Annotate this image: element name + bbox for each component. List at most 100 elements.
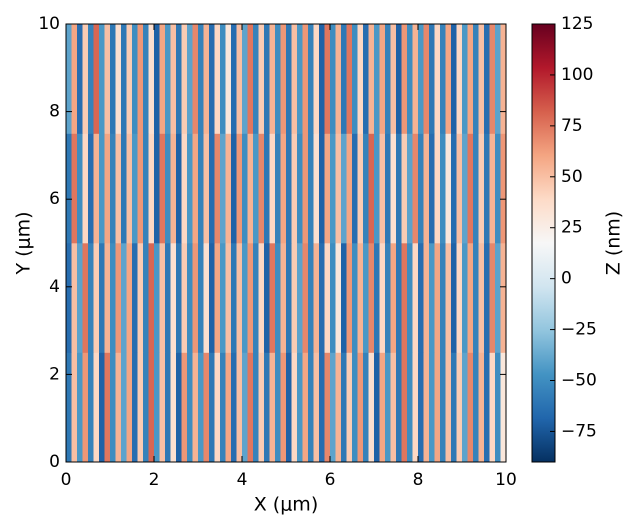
heatmap-cell bbox=[489, 243, 496, 353]
heatmap-cell bbox=[434, 352, 441, 463]
heatmap-cell bbox=[225, 243, 232, 353]
heatmap-cell bbox=[440, 24, 446, 134]
heatmap-cell bbox=[286, 352, 292, 463]
y-tick-label: 4 bbox=[49, 277, 60, 297]
heatmap-cell bbox=[412, 133, 419, 244]
heatmap-cell bbox=[192, 133, 199, 244]
heatmap-cell bbox=[462, 24, 468, 134]
heatmap-cell bbox=[137, 133, 144, 244]
heatmap-cell bbox=[374, 352, 380, 463]
heatmap-cell bbox=[115, 352, 122, 463]
heatmap-cell bbox=[264, 352, 270, 463]
heatmap-cell bbox=[258, 133, 265, 244]
heatmap-cell bbox=[170, 133, 177, 244]
heatmap-cell bbox=[357, 352, 364, 463]
heatmap-cell bbox=[313, 133, 320, 244]
heatmap-cell bbox=[374, 24, 380, 134]
heatmap-cell bbox=[330, 352, 336, 463]
heatmap-cell bbox=[231, 133, 237, 244]
heatmap-cell bbox=[385, 133, 391, 244]
heatmap-cell bbox=[143, 352, 149, 463]
heatmap-cell bbox=[286, 243, 292, 353]
heatmap-cell bbox=[104, 243, 111, 353]
heatmap-cell bbox=[368, 243, 375, 353]
heatmap-cell bbox=[82, 24, 89, 134]
heatmap-cell bbox=[137, 24, 144, 134]
colorbar-tick-label: 0 bbox=[561, 269, 572, 289]
heatmap-cell bbox=[181, 24, 188, 134]
heatmap-cell bbox=[341, 24, 347, 134]
heatmap-cell bbox=[495, 133, 501, 244]
heatmap-cell bbox=[165, 24, 171, 134]
heatmap-cell bbox=[352, 243, 358, 353]
heatmap-cell bbox=[198, 243, 204, 353]
heatmap-cell bbox=[473, 24, 479, 134]
heatmap-cell bbox=[368, 352, 375, 463]
heatmap-cell bbox=[121, 24, 127, 134]
heatmap-cell bbox=[247, 243, 254, 353]
y-tick-label: 2 bbox=[49, 364, 60, 384]
heatmap-cell bbox=[495, 243, 501, 353]
x-tick-label: 0 bbox=[61, 470, 72, 490]
heatmap-cell bbox=[346, 133, 353, 244]
heatmap-cell bbox=[77, 133, 83, 244]
heatmap-cell bbox=[440, 352, 446, 463]
heatmap-cell bbox=[291, 243, 298, 353]
y-tick-label: 8 bbox=[49, 102, 60, 122]
heatmap-cell bbox=[126, 24, 133, 134]
heatmap-cell bbox=[170, 352, 177, 463]
heatmap-cell bbox=[396, 24, 402, 134]
heatmap-cell bbox=[176, 24, 182, 134]
heatmap-cell bbox=[93, 243, 100, 353]
heatmap-cell bbox=[71, 133, 78, 244]
heatmap-cell bbox=[352, 24, 358, 134]
heatmap-cell bbox=[220, 243, 226, 353]
heatmap-cell bbox=[462, 352, 468, 463]
heatmap-cell bbox=[154, 352, 160, 463]
heatmap-cell bbox=[187, 24, 193, 134]
heatmap-cell bbox=[313, 243, 320, 353]
heatmap-cell bbox=[462, 243, 468, 353]
heatmap-cell bbox=[198, 352, 204, 463]
heatmap-cell bbox=[401, 24, 408, 134]
heatmap-cell bbox=[313, 24, 320, 134]
heatmap-cell bbox=[319, 352, 325, 463]
heatmap-cell bbox=[363, 243, 369, 353]
heatmap-cell bbox=[451, 243, 457, 353]
heatmap-cell bbox=[231, 24, 237, 134]
colorbar-tick-label: 125 bbox=[561, 14, 593, 34]
heatmap-cell bbox=[429, 243, 435, 353]
heatmap-cell bbox=[286, 133, 292, 244]
heatmap-cell bbox=[66, 352, 72, 463]
heatmap-cell bbox=[319, 243, 325, 353]
colorbar-tick-label: 100 bbox=[561, 65, 593, 85]
heatmap-cell bbox=[330, 243, 336, 353]
heatmap-cell bbox=[324, 352, 331, 463]
heatmap-cell bbox=[324, 24, 331, 134]
heatmap-cell bbox=[242, 352, 248, 463]
heatmap-cell bbox=[192, 352, 199, 463]
heatmap-cell bbox=[132, 133, 138, 244]
heatmap-cell bbox=[324, 133, 331, 244]
heatmap-cell bbox=[258, 243, 265, 353]
y-axis-label: Y (μm) bbox=[13, 211, 35, 275]
heatmap-cell bbox=[99, 352, 105, 463]
heatmap-cell bbox=[71, 352, 78, 463]
x-tick-label: 8 bbox=[413, 470, 424, 490]
heatmap-cell bbox=[308, 352, 314, 463]
heatmap-cell bbox=[115, 133, 122, 244]
heatmap-cell bbox=[473, 243, 479, 353]
heatmap-cell bbox=[236, 352, 243, 463]
heatmap-cell bbox=[500, 24, 507, 134]
heatmap-cell bbox=[412, 352, 419, 463]
heatmap-cell bbox=[275, 243, 281, 353]
heatmap-cell bbox=[170, 243, 177, 353]
heatmap-cell bbox=[363, 133, 369, 244]
heatmap-cell bbox=[308, 133, 314, 244]
heatmap-cell bbox=[478, 24, 485, 134]
heatmap-cell bbox=[313, 352, 320, 463]
heatmap-cell bbox=[434, 24, 441, 134]
heatmap-cell bbox=[104, 352, 111, 463]
heatmap-cell bbox=[379, 133, 386, 244]
heatmap-cell bbox=[253, 352, 259, 463]
